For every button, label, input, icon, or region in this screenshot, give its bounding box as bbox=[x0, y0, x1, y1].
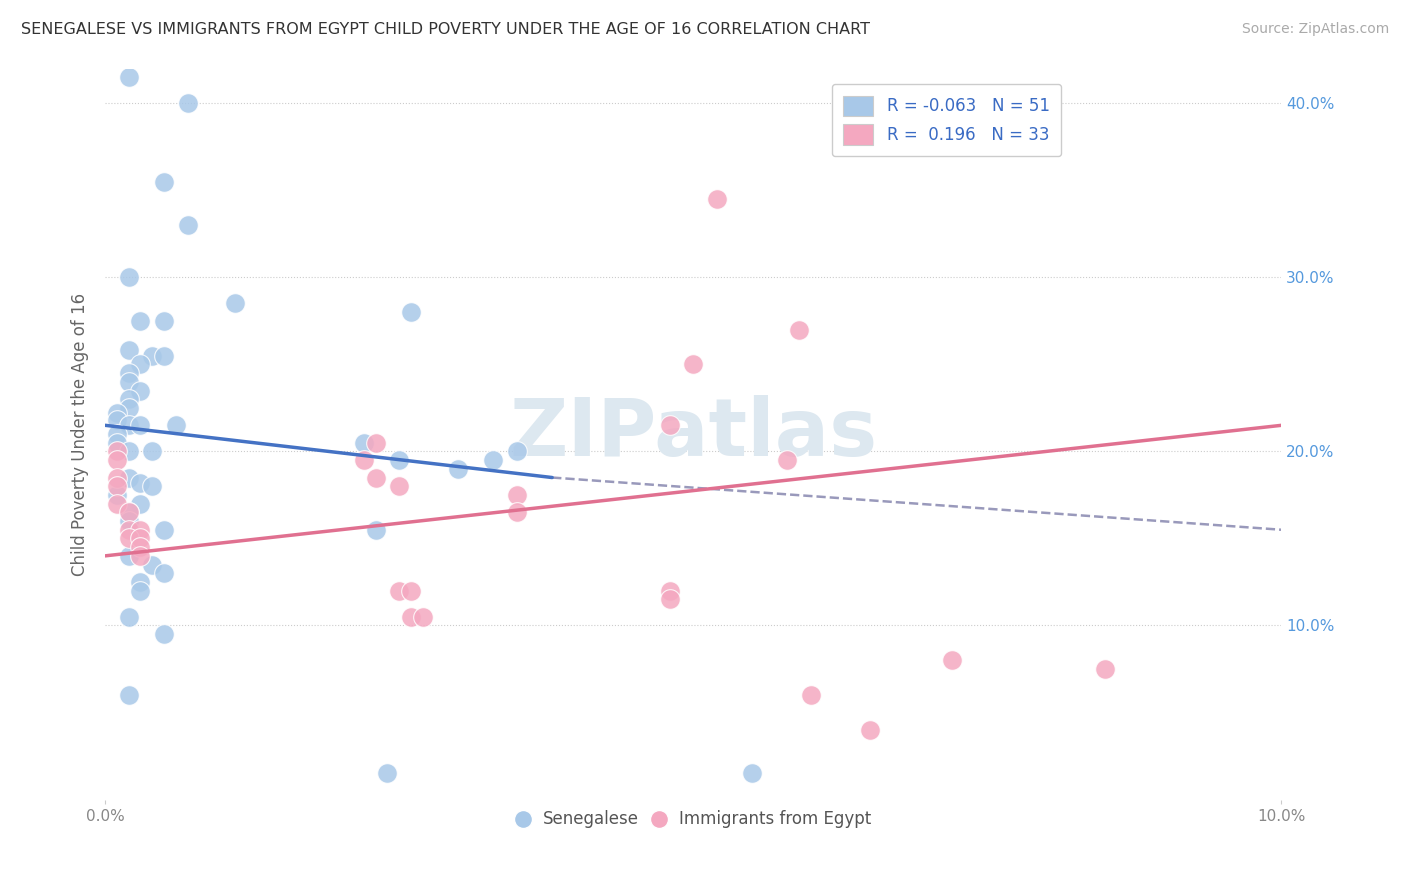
Point bbox=[388, 583, 411, 598]
Point bbox=[118, 609, 141, 624]
Point bbox=[447, 462, 470, 476]
Point bbox=[364, 470, 387, 484]
Point bbox=[224, 296, 246, 310]
Point bbox=[118, 392, 141, 407]
Y-axis label: Child Poverty Under the Age of 16: Child Poverty Under the Age of 16 bbox=[72, 293, 89, 575]
Point bbox=[118, 444, 141, 458]
Point bbox=[129, 418, 152, 433]
Point bbox=[105, 406, 128, 420]
Legend: Senegalese, Immigrants from Egypt: Senegalese, Immigrants from Egypt bbox=[509, 804, 877, 835]
Point bbox=[118, 549, 141, 563]
Point bbox=[658, 592, 681, 607]
Text: ZIPatlas: ZIPatlas bbox=[509, 395, 877, 473]
Point bbox=[176, 218, 198, 232]
Point bbox=[506, 505, 529, 519]
Point bbox=[153, 175, 176, 189]
Point bbox=[153, 523, 176, 537]
Point bbox=[105, 488, 128, 502]
Point bbox=[364, 523, 387, 537]
Point bbox=[118, 418, 141, 433]
Point bbox=[129, 384, 152, 398]
Point bbox=[105, 435, 128, 450]
Point bbox=[118, 505, 141, 519]
Point bbox=[153, 314, 176, 328]
Point bbox=[105, 479, 128, 493]
Point bbox=[399, 609, 422, 624]
Point bbox=[741, 766, 763, 780]
Point bbox=[800, 688, 823, 702]
Point bbox=[165, 418, 187, 433]
Point bbox=[118, 532, 141, 546]
Point bbox=[118, 375, 141, 389]
Text: Source: ZipAtlas.com: Source: ZipAtlas.com bbox=[1241, 22, 1389, 37]
Point bbox=[118, 523, 141, 537]
Point bbox=[105, 413, 128, 427]
Point bbox=[153, 349, 176, 363]
Point bbox=[377, 766, 399, 780]
Point bbox=[118, 366, 141, 380]
Point bbox=[105, 470, 128, 484]
Point bbox=[129, 523, 152, 537]
Point bbox=[506, 444, 529, 458]
Point bbox=[153, 566, 176, 581]
Point bbox=[118, 70, 141, 85]
Point bbox=[399, 583, 422, 598]
Point bbox=[658, 583, 681, 598]
Point bbox=[141, 558, 163, 572]
Point bbox=[105, 427, 128, 442]
Point bbox=[364, 435, 387, 450]
Point bbox=[1094, 662, 1116, 676]
Point bbox=[129, 532, 152, 546]
Point bbox=[658, 418, 681, 433]
Point bbox=[153, 627, 176, 641]
Point bbox=[105, 444, 128, 458]
Point bbox=[399, 305, 422, 319]
Point bbox=[118, 401, 141, 415]
Point bbox=[118, 688, 141, 702]
Point bbox=[129, 358, 152, 372]
Point bbox=[388, 479, 411, 493]
Point bbox=[129, 497, 152, 511]
Point bbox=[682, 358, 704, 372]
Point bbox=[412, 609, 434, 624]
Point bbox=[118, 505, 141, 519]
Point bbox=[353, 435, 375, 450]
Point bbox=[105, 453, 128, 467]
Point bbox=[141, 444, 163, 458]
Point bbox=[129, 475, 152, 490]
Point bbox=[787, 322, 810, 336]
Point bbox=[706, 192, 728, 206]
Point bbox=[129, 549, 152, 563]
Point bbox=[118, 270, 141, 285]
Point bbox=[129, 314, 152, 328]
Point bbox=[506, 488, 529, 502]
Point bbox=[776, 453, 799, 467]
Point bbox=[176, 96, 198, 111]
Point bbox=[482, 453, 505, 467]
Point bbox=[859, 723, 882, 737]
Point bbox=[129, 583, 152, 598]
Point bbox=[118, 514, 141, 528]
Text: SENEGALESE VS IMMIGRANTS FROM EGYPT CHILD POVERTY UNDER THE AGE OF 16 CORRELATIO: SENEGALESE VS IMMIGRANTS FROM EGYPT CHIL… bbox=[21, 22, 870, 37]
Point bbox=[118, 470, 141, 484]
Point bbox=[141, 479, 163, 493]
Point bbox=[141, 349, 163, 363]
Point bbox=[129, 540, 152, 554]
Point bbox=[129, 574, 152, 589]
Point bbox=[118, 343, 141, 358]
Point bbox=[105, 497, 128, 511]
Point bbox=[388, 453, 411, 467]
Point bbox=[353, 453, 375, 467]
Point bbox=[941, 653, 963, 667]
